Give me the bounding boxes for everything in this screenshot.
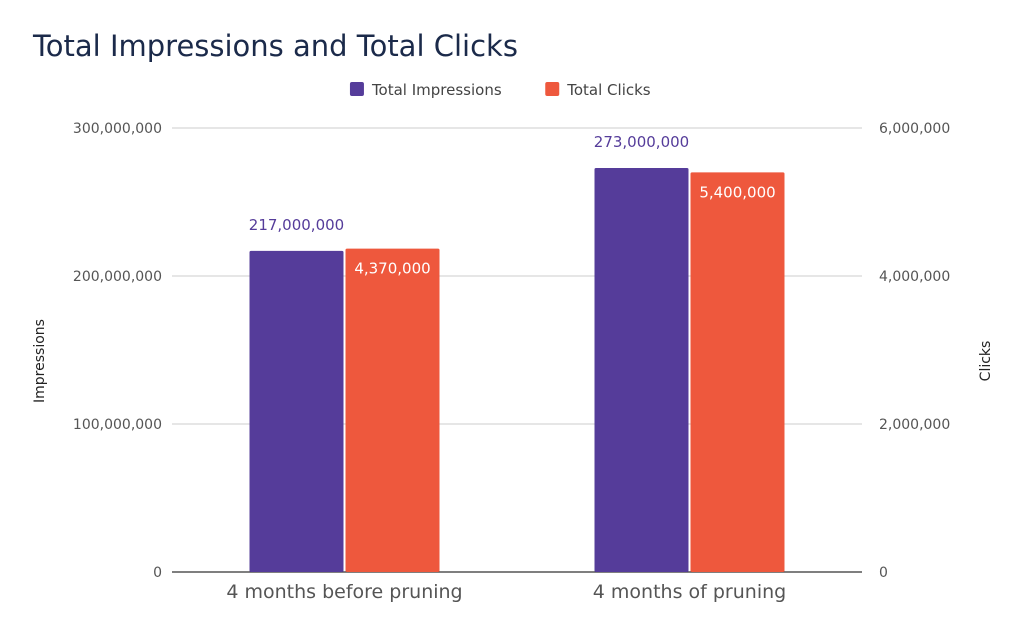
right-axis-tick-labels: 0 2,000,000 4,000,000 6,000,000: [879, 121, 950, 581]
legend-label-impressions: Total Impressions: [371, 81, 502, 99]
legend-label-clicks: Total Clicks: [566, 81, 651, 99]
bars: [249, 167, 785, 572]
left-axis-label: Impressions: [32, 319, 48, 403]
impressions-bar: [249, 250, 344, 572]
impressions-data-label: 273,000,000: [594, 133, 689, 151]
right-tick-label: 6,000,000: [879, 121, 950, 137]
right-tick-label: 4,000,000: [879, 269, 950, 285]
clicks-bar: [345, 248, 440, 572]
left-axis-tick-labels: 0 100,000,000 200,000,000 300,000,000: [73, 121, 162, 581]
x-tick-label: 4 months before pruning: [226, 581, 462, 603]
legend: Total Impressions Total Clicks: [349, 81, 651, 99]
right-tick-label: 2,000,000: [879, 417, 950, 433]
legend-swatch-impressions: [349, 82, 364, 96]
right-axis-label: Clicks: [978, 341, 994, 382]
left-tick-label: 200,000,000: [73, 269, 162, 285]
chart-title: Total Impressions and Total Clicks: [32, 29, 518, 63]
left-tick-label: 0: [153, 565, 162, 581]
clicks-data-label: 5,400,000: [699, 183, 775, 201]
left-tick-label: 300,000,000: [73, 121, 162, 137]
data-labels: 217,000,000 4,370,000 273,000,000 5,400,000: [249, 133, 776, 278]
right-tick-label: 0: [879, 565, 888, 581]
clicks-data-label: 4,370,000: [354, 260, 430, 278]
impressions-data-label: 217,000,000: [249, 216, 344, 234]
x-axis-tick-labels: 4 months before pruning 4 months of pruni…: [226, 581, 786, 603]
impressions-bar: [594, 167, 689, 572]
x-tick-label: 4 months of pruning: [593, 581, 786, 603]
clicks-bar: [690, 172, 785, 572]
legend-swatch-clicks: [545, 82, 560, 96]
left-tick-label: 100,000,000: [73, 417, 162, 433]
